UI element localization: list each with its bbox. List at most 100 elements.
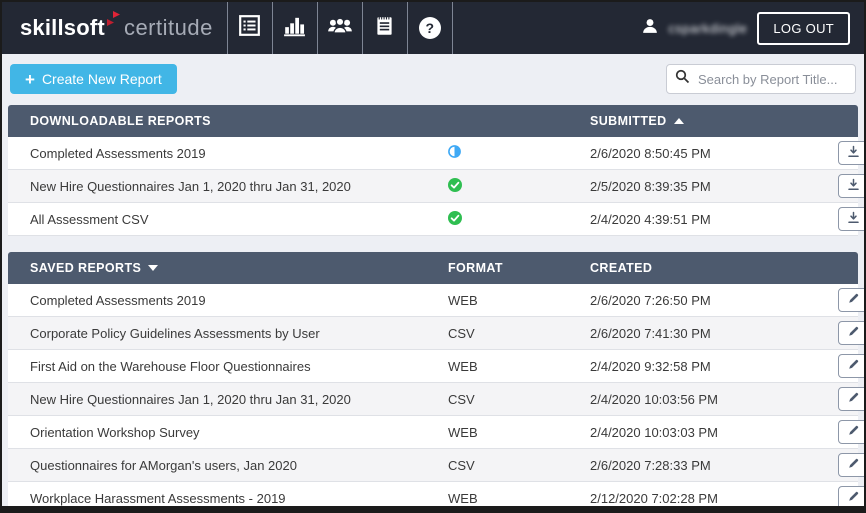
- edit-report-button[interactable]: [838, 453, 864, 477]
- main-content: Create New Report DOWNLOADABLE REPORTS S…: [2, 54, 864, 506]
- saved-report-row: Workplace Harassment Assessments - 2019 …: [8, 482, 864, 506]
- edit-report-button[interactable]: [838, 321, 864, 345]
- saved-report-row: Completed Assessments 2019 WEB 2/6/2020 …: [8, 284, 864, 317]
- report-title: Workplace Harassment Assessments - 2019: [30, 490, 286, 506]
- pencil-icon: [847, 457, 860, 473]
- submitted-column-header[interactable]: SUBMITTED: [590, 114, 858, 128]
- pencil-icon: [847, 490, 860, 506]
- saved-reports-title[interactable]: SAVED REPORTS: [8, 261, 448, 275]
- row-actions: [838, 387, 864, 411]
- report-status: [448, 177, 590, 195]
- downloadable-report-row: New Hire Questionnaires Jan 1, 2020 thru…: [8, 170, 864, 203]
- row-actions: [838, 207, 864, 231]
- downloadable-report-row: All Assessment CSV 2/4/2020 4:39:51 PM: [8, 203, 864, 236]
- download-icon: [847, 145, 860, 161]
- download-report-button[interactable]: [838, 141, 864, 165]
- saved-report-row: Questionnaires for AMorgan's users, Jan …: [8, 449, 864, 482]
- saved-report-row: Corporate Policy Guidelines Assessments …: [8, 317, 864, 350]
- downloadable-reports-table: DOWNLOADABLE REPORTS SUBMITTED Completed…: [8, 105, 864, 236]
- pencil-icon: [847, 391, 860, 407]
- report-created-date: 2/4/2020 10:03:56 PM: [590, 391, 718, 407]
- nav-icon-bar: [226, 2, 453, 54]
- create-new-report-button[interactable]: Create New Report: [10, 64, 177, 94]
- pencil-icon: [847, 424, 860, 440]
- report-created-date: 2/6/2020 7:26:50 PM: [590, 292, 711, 308]
- report-format: WEB: [448, 490, 478, 506]
- logged-in-username: csparkdingle: [668, 20, 748, 36]
- created-column-header[interactable]: CREATED: [590, 261, 653, 275]
- report-submitted-date: 2/5/2020 8:39:35 PM: [590, 178, 711, 194]
- report-created-date: 2/4/2020 10:03:03 PM: [590, 424, 718, 440]
- format-column-header[interactable]: FORMAT: [448, 261, 503, 275]
- report-format: WEB: [448, 424, 478, 440]
- logout-button[interactable]: LOG OUT: [757, 11, 850, 45]
- report-title: Completed Assessments 2019: [30, 292, 206, 308]
- plus-icon: [25, 71, 35, 88]
- row-actions: [838, 354, 864, 378]
- saved-report-row: First Aid on the Warehouse Floor Questio…: [8, 350, 864, 383]
- report-title: New Hire Questionnaires Jan 1, 2020 thru…: [30, 178, 351, 194]
- notepad-icon: [373, 14, 396, 42]
- pencil-icon: [847, 325, 860, 341]
- row-actions: [838, 174, 864, 198]
- search-icon: [675, 69, 690, 89]
- edit-report-button[interactable]: [838, 420, 864, 444]
- report-format: CSV: [448, 457, 475, 473]
- download-report-button[interactable]: [838, 207, 864, 231]
- users-icon: [327, 15, 353, 42]
- downloadable-reports-header: DOWNLOADABLE REPORTS SUBMITTED: [8, 105, 858, 137]
- edit-report-button[interactable]: [838, 354, 864, 378]
- row-actions: [838, 141, 864, 165]
- user-icon: [642, 18, 658, 39]
- logo-product-text: certitude: [123, 15, 213, 40]
- edit-report-button[interactable]: [838, 288, 864, 312]
- edit-report-button[interactable]: [838, 486, 864, 506]
- report-format: CSV: [448, 325, 475, 341]
- nav-reports[interactable]: [271, 2, 317, 54]
- nav-assessments[interactable]: [226, 2, 272, 54]
- top-navbar: skillsoft certitude: [2, 2, 864, 54]
- download-report-button[interactable]: [838, 174, 864, 198]
- saved-reports-header: SAVED REPORTS FORMAT CREATED: [8, 252, 858, 284]
- row-actions: [838, 420, 864, 444]
- report-submitted-date: 2/6/2020 8:50:45 PM: [590, 145, 711, 161]
- logo-brand-text: skillsoft: [20, 15, 105, 40]
- downloadable-report-row: Completed Assessments 2019 2/6/2020 8:50…: [8, 137, 864, 170]
- nav-help[interactable]: [406, 2, 453, 54]
- saved-report-row: New Hire Questionnaires Jan 1, 2020 thru…: [8, 383, 864, 416]
- help-icon: [418, 17, 441, 39]
- report-status: [448, 145, 590, 161]
- report-title: Questionnaires for AMorgan's users, Jan …: [30, 457, 297, 473]
- report-format: WEB: [448, 292, 478, 308]
- pencil-icon: [847, 358, 860, 374]
- edit-report-button[interactable]: [838, 387, 864, 411]
- search-input[interactable]: [696, 70, 847, 88]
- sort-descending-icon: [148, 265, 159, 271]
- nav-notes[interactable]: [361, 2, 407, 54]
- report-created-date: 2/4/2020 9:32:58 PM: [590, 358, 711, 374]
- status-complete-icon: [448, 177, 462, 195]
- navbar-right: csparkdingle LOG OUT: [642, 2, 864, 54]
- report-created-date: 2/6/2020 7:28:33 PM: [590, 457, 711, 473]
- report-title: All Assessment CSV: [30, 211, 149, 227]
- report-title: Corporate Policy Guidelines Assessments …: [30, 325, 320, 341]
- report-title: Orientation Workshop Survey: [30, 424, 200, 440]
- bar-chart-icon: [283, 14, 306, 42]
- status-in-progress-icon: [448, 145, 461, 161]
- skillsoft-certitude-logo: skillsoft certitude: [2, 2, 227, 54]
- download-icon: [847, 211, 860, 227]
- toolbar: Create New Report: [10, 64, 856, 94]
- status-complete-icon: [448, 210, 462, 228]
- search-box: [666, 64, 856, 94]
- nav-users[interactable]: [316, 2, 362, 54]
- saved-report-row: Orientation Workshop Survey WEB 2/4/2020…: [8, 416, 864, 449]
- report-created-date: 2/6/2020 7:41:30 PM: [590, 325, 711, 341]
- logo-arrows-icon: [106, 10, 122, 32]
- report-created-date: 2/12/2020 7:02:28 PM: [590, 490, 718, 506]
- download-icon: [847, 178, 860, 194]
- sort-ascending-icon: [673, 118, 684, 124]
- report-format: WEB: [448, 358, 478, 374]
- report-title: New Hire Questionnaires Jan 1, 2020 thru…: [30, 391, 351, 407]
- report-format: CSV: [448, 391, 475, 407]
